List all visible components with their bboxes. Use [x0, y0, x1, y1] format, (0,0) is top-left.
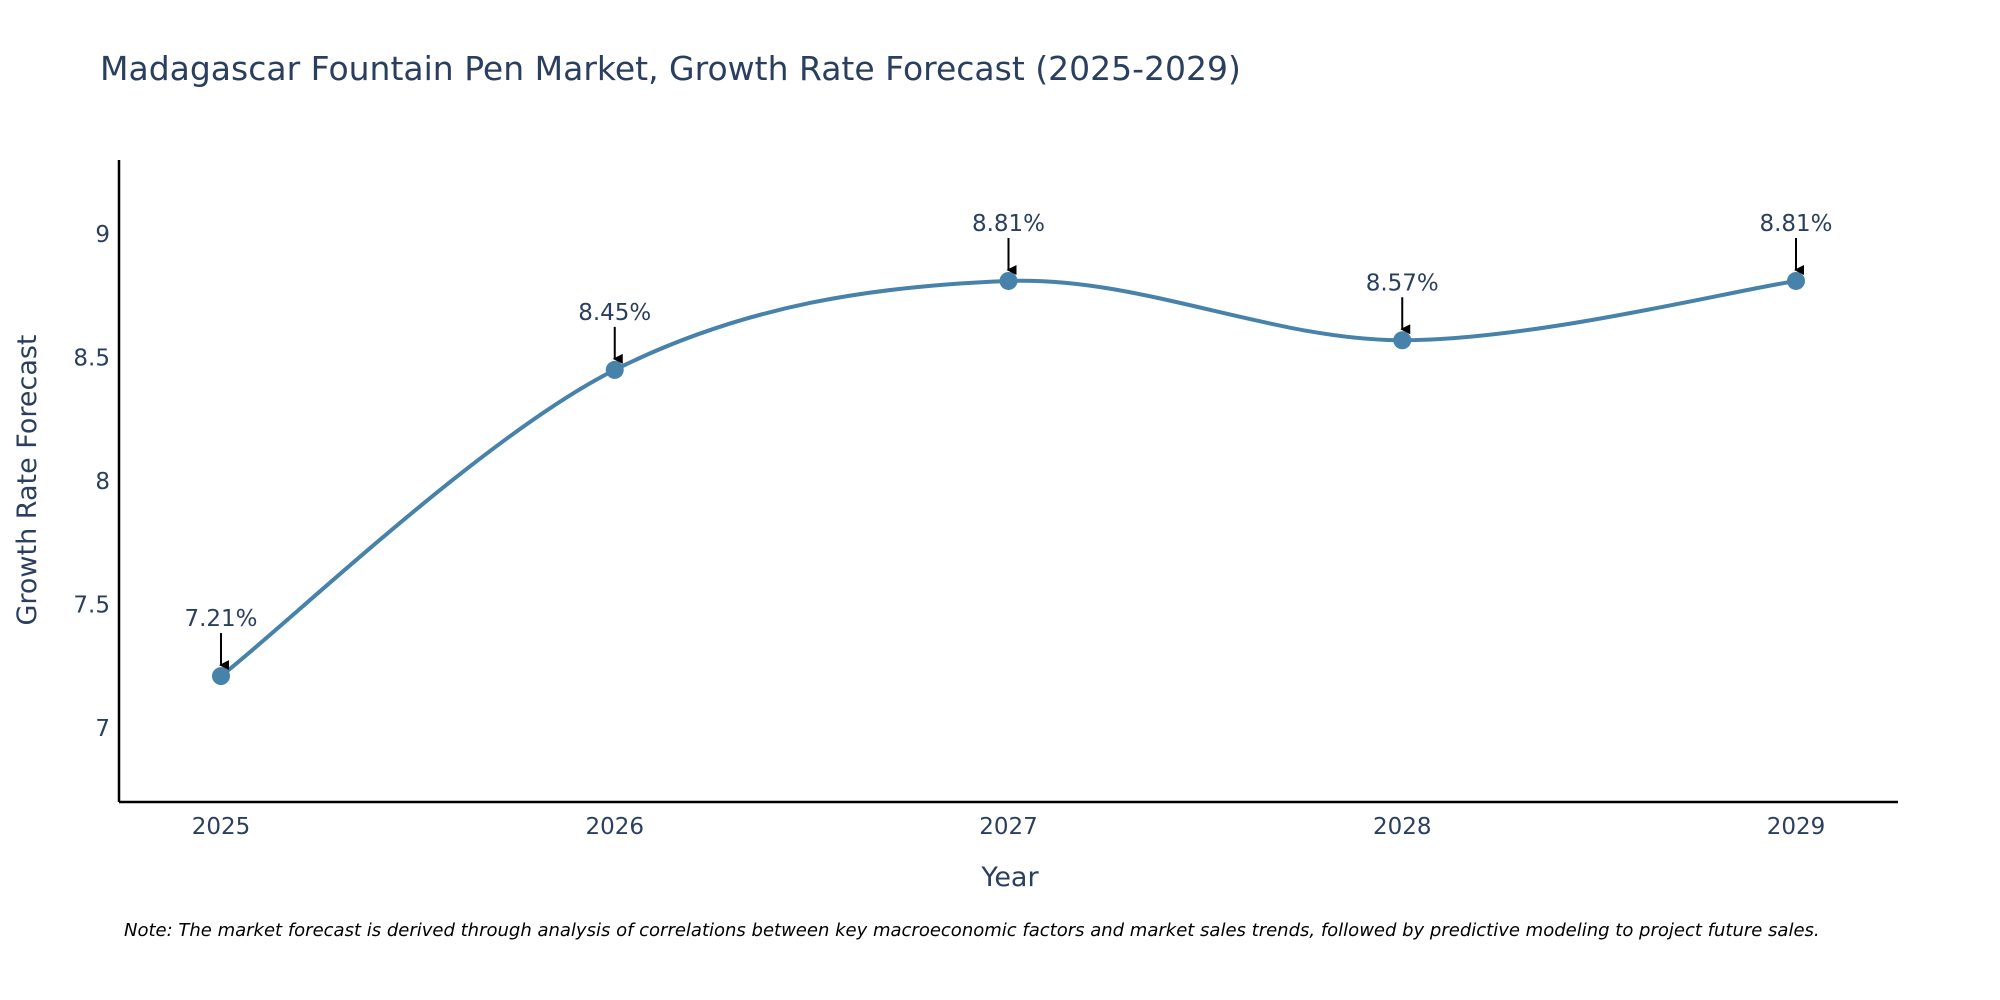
data-label: 7.21%	[184, 606, 257, 632]
data-annotations: 7.21% 8.45% 8.81% 8.57% 8.81%	[184, 211, 1833, 671]
x-tick-label: 2029	[1767, 814, 1826, 840]
y-axis-ticks: 7 7.5 8 8.5 9	[73, 222, 110, 742]
y-tick-label: 8.5	[73, 346, 110, 372]
plot-area: 7 7.5 8 8.5 9 2025 2026 2027 2028 2029 7.21% 8.45…	[73, 160, 1898, 840]
x-tick-label: 2027	[979, 814, 1038, 840]
x-tick-label: 2028	[1373, 814, 1432, 840]
x-tick-label: 2026	[585, 814, 644, 840]
data-label: 8.81%	[1759, 211, 1832, 237]
data-label: 8.57%	[1366, 270, 1439, 296]
y-tick-label: 7.5	[73, 592, 110, 618]
data-label: 8.45%	[578, 300, 651, 326]
series-line-growth-rate	[219, 278, 1797, 678]
y-axis-label: Growth Rate Forecast	[12, 334, 43, 625]
data-point	[1393, 331, 1412, 350]
x-axis-ticks: 2025 2026 2027 2028 2029	[192, 814, 1826, 840]
x-tick-label: 2025	[192, 814, 251, 840]
data-point	[1787, 271, 1805, 290]
y-tick-label: 8	[95, 469, 110, 495]
chart-title: Madagascar Fountain Pen Market, Growth R…	[100, 49, 1241, 88]
data-point	[999, 271, 1018, 290]
forecast-note: Note: The market forecast is derived thr…	[124, 920, 1820, 941]
data-point	[212, 667, 230, 686]
series-markers	[212, 271, 1805, 686]
y-tick-label: 7	[95, 716, 110, 742]
y-tick-label: 9	[95, 222, 110, 248]
x-axis-label: Year	[980, 862, 1039, 893]
data-point	[605, 360, 624, 379]
data-label: 8.81%	[972, 211, 1045, 237]
